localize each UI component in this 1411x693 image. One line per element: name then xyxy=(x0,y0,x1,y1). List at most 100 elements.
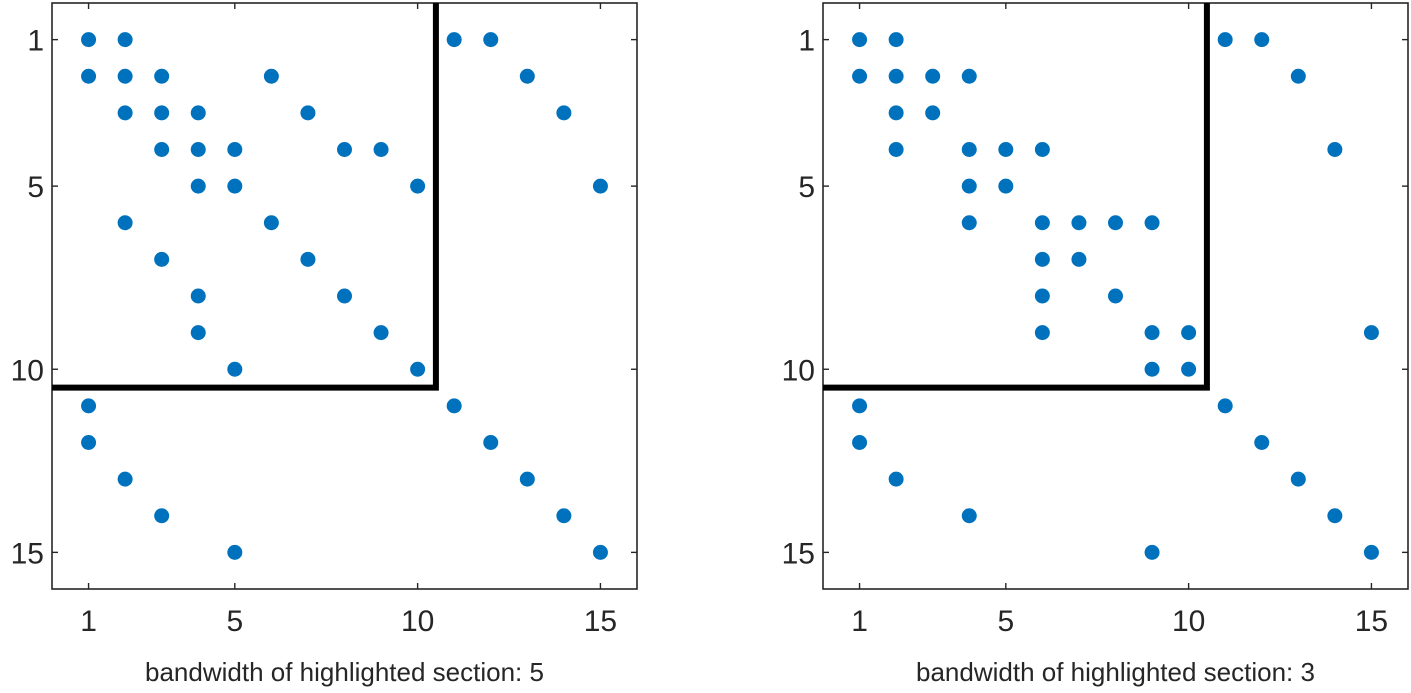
nonzero-point xyxy=(337,288,352,304)
nonzero-point xyxy=(117,32,133,48)
nonzero-point xyxy=(1290,471,1306,487)
nonzero-point xyxy=(154,68,170,84)
nonzero-point xyxy=(1034,142,1050,157)
nonzero-point xyxy=(1034,288,1050,304)
nonzero-point xyxy=(1034,251,1050,267)
nonzero-point xyxy=(1327,142,1343,157)
nonzero-point xyxy=(337,142,352,157)
nonzero-point xyxy=(592,178,608,194)
x-tick-label: 5 xyxy=(997,605,1014,638)
axes-box xyxy=(51,2,638,590)
nonzero-point xyxy=(190,325,206,341)
nonzero-point xyxy=(1290,68,1306,84)
nonzero-point xyxy=(81,68,97,84)
nonzero-point xyxy=(556,508,572,524)
nonzero-point xyxy=(556,105,572,121)
nonzero-point xyxy=(1144,361,1160,377)
highlight-section-boundary xyxy=(52,3,439,391)
nonzero-point xyxy=(117,68,133,84)
nonzero-point xyxy=(961,178,977,194)
y-tick-label: 10 xyxy=(782,354,815,387)
nonzero-point xyxy=(483,32,499,48)
nonzero-point xyxy=(81,435,97,450)
nonzero-point xyxy=(483,435,499,450)
nonzero-point xyxy=(961,508,977,524)
nonzero-point xyxy=(1181,325,1197,341)
nonzero-point xyxy=(373,325,389,341)
nonzero-point xyxy=(410,178,426,194)
nonzero-point xyxy=(410,361,426,377)
x-tick-label: 5 xyxy=(226,605,243,638)
nonzero-point xyxy=(1217,32,1233,48)
nonzero-point xyxy=(117,471,133,487)
nonzero-point xyxy=(1108,215,1123,231)
nonzero-point xyxy=(154,508,170,524)
nonzero-point xyxy=(961,68,977,84)
y-tick-label: 5 xyxy=(27,171,44,204)
nonzero-point xyxy=(190,178,206,194)
nonzero-point xyxy=(117,105,133,121)
nonzero-point xyxy=(1144,325,1160,341)
nonzero-point xyxy=(154,105,170,121)
nonzero-point xyxy=(1034,325,1050,341)
nonzero-point xyxy=(1181,361,1197,377)
nonzero-point xyxy=(925,68,941,84)
nonzero-point xyxy=(1254,435,1270,450)
nonzero-point xyxy=(888,471,904,487)
nonzero-point xyxy=(446,32,462,48)
nonzero-point xyxy=(81,32,97,48)
nonzero-point xyxy=(300,105,316,121)
nonzero-point xyxy=(154,142,170,157)
nonzero-point xyxy=(1034,215,1050,231)
x-tick-label: 10 xyxy=(1172,605,1205,638)
nonzero-point xyxy=(190,142,206,157)
nonzero-point xyxy=(592,544,608,560)
nonzero-point xyxy=(998,178,1014,194)
nonzero-point xyxy=(888,142,904,157)
y-tick-label: 1 xyxy=(27,25,44,58)
nonzero-point xyxy=(1254,32,1270,48)
nonzero-point xyxy=(888,68,904,84)
nonzero-point xyxy=(1363,544,1379,560)
nonzero-point xyxy=(1363,325,1379,341)
nonzero-point xyxy=(227,544,243,560)
nonzero-point xyxy=(263,68,279,84)
nonzero-point xyxy=(1217,398,1233,414)
x-axis-label: bandwidth of highlighted section: 5 xyxy=(145,657,544,687)
nonzero-point xyxy=(519,471,535,487)
x-tick-label: 1 xyxy=(851,605,868,638)
nonzero-point xyxy=(888,105,904,121)
x-tick-label: 1 xyxy=(80,605,97,638)
y-tick-label: 10 xyxy=(11,354,44,387)
nonzero-point xyxy=(227,178,243,194)
x-tick-label: 15 xyxy=(1355,605,1388,638)
highlight-section-boundary xyxy=(823,3,1210,391)
nonzero-point xyxy=(227,361,243,377)
nonzero-point xyxy=(852,435,868,450)
nonzero-point xyxy=(1071,215,1087,231)
nonzero-point xyxy=(446,398,462,414)
nonzero-point xyxy=(117,215,133,231)
nonzero-point xyxy=(852,398,868,414)
axes-box xyxy=(822,2,1409,590)
nonzero-point xyxy=(1071,251,1087,267)
nonzero-point xyxy=(154,251,170,267)
nonzero-point xyxy=(852,32,868,48)
nonzero-point xyxy=(373,142,389,157)
y-tick-label: 1 xyxy=(798,25,815,58)
x-tick-label: 10 xyxy=(401,605,434,638)
nonzero-point xyxy=(227,142,243,157)
nonzero-point xyxy=(81,398,97,414)
nonzero-point xyxy=(519,68,535,84)
nonzero-point xyxy=(961,215,977,231)
nonzero-point xyxy=(888,32,904,48)
y-tick-label: 5 xyxy=(798,171,815,204)
y-tick-label: 15 xyxy=(11,537,44,570)
nonzero-point xyxy=(190,105,206,121)
nonzero-point xyxy=(998,142,1014,157)
x-axis-label: bandwidth of highlighted section: 3 xyxy=(916,657,1315,687)
nonzero-point xyxy=(190,288,206,304)
